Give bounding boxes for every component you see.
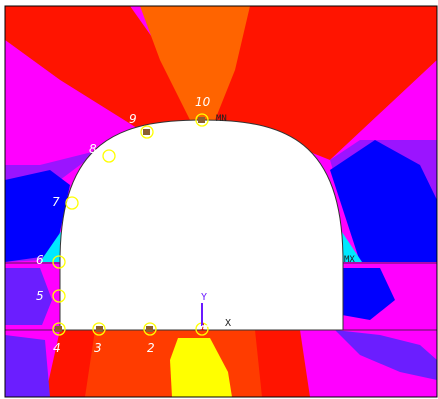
band-mid-right-blue [342, 268, 395, 320]
node-marker [143, 322, 157, 336]
node-marker [140, 125, 154, 139]
band-bottom-yellow [170, 338, 232, 397]
band-bottom-red-left [45, 330, 95, 397]
marker-label-9: 9 [129, 112, 137, 126]
node-square [96, 326, 103, 332]
marker-label-8: 8 [89, 142, 97, 156]
marker-label-1: 1 [200, 323, 206, 333]
marker-label-10: 10 [195, 95, 211, 109]
band-top-red-left [5, 6, 200, 130]
node-marker [92, 322, 106, 336]
band-top-orange-center [140, 6, 250, 120]
x-axis-label: X [225, 318, 231, 329]
axis-triad: Y X [201, 292, 231, 329]
node-square [55, 326, 62, 332]
band-right-blue [330, 140, 437, 262]
plot-border [4, 5, 438, 398]
node-marker [52, 289, 66, 303]
node-marker [102, 149, 116, 163]
min-callout: MN [216, 114, 227, 124]
band-mid-left-blue [5, 268, 52, 325]
node-squares [55, 117, 205, 332]
contour-bands [5, 6, 437, 397]
marker-label-7: 7 [52, 195, 60, 209]
band-top-red-right [210, 6, 437, 160]
band-top-magenta-right [330, 60, 437, 160]
band-top-magenta-left [5, 40, 140, 165]
node-marker [52, 322, 66, 336]
node-square [143, 129, 150, 135]
marker-label-4: 4 [53, 341, 61, 355]
band-cyan-left [40, 230, 62, 262]
band-bottom-right-blue [335, 330, 437, 380]
node-square [198, 117, 205, 123]
marker-labels: 1 2 3 4 5 6 7 8 9 10 [36, 95, 211, 355]
band-bottom-red-right [255, 330, 310, 397]
marker-label-3: 3 [94, 341, 102, 355]
node-marker [52, 255, 66, 269]
band-bottom-left-blue [5, 335, 50, 397]
node-marker [65, 196, 79, 210]
marker-label-6: 6 [36, 253, 44, 267]
max-callout: MX [344, 255, 355, 265]
band-left-blue [5, 170, 70, 262]
y-axis-label: Y [201, 292, 207, 303]
node-marker [195, 113, 209, 127]
marker-label-2: 2 [147, 341, 155, 355]
marker-label-5: 5 [36, 289, 44, 303]
band-cyan-right [342, 232, 362, 262]
node-square [146, 326, 153, 332]
